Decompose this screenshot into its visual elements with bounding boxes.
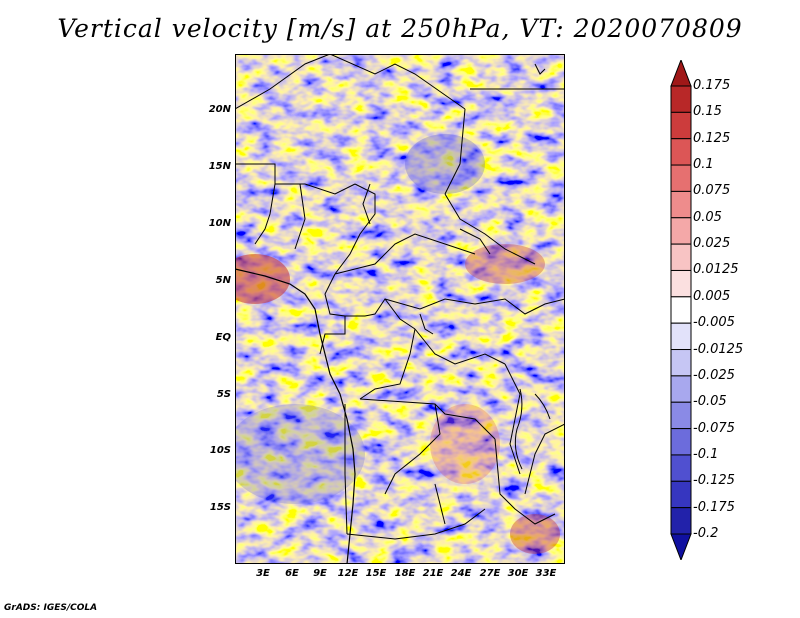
positive-hotspot bbox=[510, 514, 560, 554]
x-tick-label: 9E bbox=[313, 568, 327, 579]
y-tick-label: 15N bbox=[208, 161, 231, 172]
colorbar-label: -0.1 bbox=[693, 446, 719, 462]
colorbar-box bbox=[670, 217, 692, 245]
x-tick-label: 6E bbox=[285, 568, 299, 579]
x-tick-label: 27E bbox=[479, 568, 501, 579]
x-tick-label: 21E bbox=[422, 568, 444, 579]
colorbar-box bbox=[670, 401, 692, 430]
colorbar-label: -0.025 bbox=[693, 367, 735, 383]
colorbar-box bbox=[670, 480, 692, 509]
colorbar-box bbox=[670, 243, 692, 271]
negative-hotspot bbox=[405, 134, 485, 194]
colorbar-box bbox=[670, 322, 692, 351]
colorbar-label: 0.0125 bbox=[693, 262, 739, 278]
negative-hotspot bbox=[235, 404, 365, 504]
chart-title: Vertical velocity [m/s] at 250hPa, VT: 2… bbox=[57, 14, 743, 43]
colorbar-box bbox=[670, 454, 692, 482]
colorbar-label: 0.125 bbox=[693, 130, 731, 146]
positive-hotspot bbox=[235, 254, 290, 304]
colorbar-label: 0.1 bbox=[693, 157, 714, 173]
map-plot bbox=[235, 54, 565, 564]
colorbar bbox=[670, 60, 692, 560]
colorbar-box bbox=[670, 507, 692, 535]
colorbar-box bbox=[670, 269, 692, 298]
colorbar-box bbox=[670, 428, 692, 456]
velocity-field bbox=[235, 54, 565, 564]
x-tick-label: 30E bbox=[507, 568, 529, 579]
colorbar-label: -0.0125 bbox=[693, 341, 744, 357]
positive-hotspot bbox=[465, 244, 545, 284]
x-tick-label: 15E bbox=[365, 568, 387, 579]
colorbar-box bbox=[670, 349, 692, 377]
y-tick-label: 10N bbox=[208, 218, 231, 229]
y-tick-label: 5S bbox=[216, 389, 231, 400]
colorbar-label: -0.2 bbox=[693, 526, 719, 541]
y-tick-label: 15S bbox=[209, 502, 231, 513]
plot-frame bbox=[235, 54, 565, 564]
colorbar-label: -0.05 bbox=[693, 394, 727, 410]
colorbar-label: -0.175 bbox=[693, 499, 735, 515]
x-tick-label: 24E bbox=[450, 568, 472, 579]
x-tick-label: 3E bbox=[256, 568, 270, 579]
colorbar-box bbox=[670, 164, 692, 192]
colorbar-label: 0.15 bbox=[693, 104, 722, 120]
y-tick-label: EQ bbox=[215, 332, 231, 343]
colorbar-box bbox=[670, 190, 692, 219]
colorbar-label: -0.125 bbox=[693, 473, 735, 489]
colorbar-label: -0.005 bbox=[693, 315, 735, 331]
coastline bbox=[235, 268, 356, 564]
colorbar-label: -0.075 bbox=[693, 420, 735, 436]
positive-hotspot bbox=[430, 404, 500, 484]
country-borders bbox=[235, 54, 565, 540]
x-tick-label: 33E bbox=[535, 568, 557, 579]
colorbar-label: 0.025 bbox=[693, 236, 731, 252]
grads-credit: GrADS: IGES/COLA bbox=[4, 603, 98, 613]
colorbar-box bbox=[670, 111, 692, 140]
colorbar-label: 0.05 bbox=[693, 209, 722, 225]
x-tick-label: 12E bbox=[337, 568, 359, 579]
colorbar-cap-bottom bbox=[670, 533, 692, 560]
y-tick-label: 5N bbox=[215, 275, 231, 286]
y-tick-label: 10S bbox=[209, 445, 231, 456]
colorbar-box bbox=[670, 85, 692, 113]
colorbar-box bbox=[670, 296, 692, 324]
colorbar-label: 0.175 bbox=[693, 78, 731, 93]
x-tick-label: 18E bbox=[394, 568, 416, 579]
colorbar-cap-top bbox=[670, 60, 692, 87]
colorbar-label: 0.005 bbox=[693, 288, 731, 304]
y-tick-label: 20N bbox=[208, 104, 231, 115]
colorbar-box bbox=[670, 375, 692, 403]
colorbar-label: 0.075 bbox=[693, 183, 731, 199]
colorbar-box bbox=[670, 138, 692, 166]
